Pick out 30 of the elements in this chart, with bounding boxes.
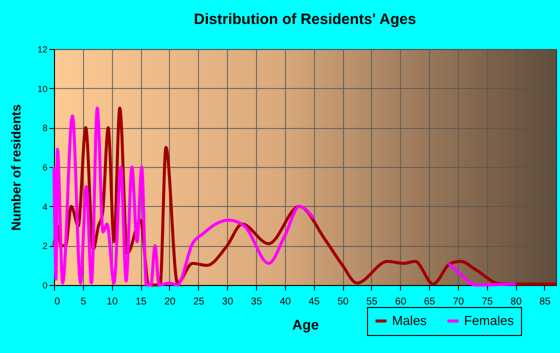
x-tick-label: 20 — [164, 296, 176, 308]
x-tick-label: 80 — [510, 296, 522, 308]
x-tick-label: 75 — [482, 296, 494, 308]
x-tick-label: 45 — [308, 296, 320, 308]
x-tick-label: 40 — [280, 296, 292, 308]
y-axis-title: Number of residents — [8, 104, 24, 231]
x-tick-label: 10 — [106, 296, 118, 308]
y-tick-label: 12 — [37, 44, 48, 54]
x-tick-label: 70 — [452, 296, 464, 308]
x-tick-label: 35 — [250, 296, 262, 308]
x-tick-label: 15 — [135, 296, 148, 308]
x-tick-label: 60 — [395, 296, 407, 308]
x-tick-label: 5 — [80, 296, 87, 308]
x-tick-label: 25 — [193, 296, 205, 308]
x-axis-title: Age — [292, 316, 319, 332]
x-tick-label: 65 — [424, 296, 436, 308]
y-tick-label: 8 — [42, 123, 48, 134]
x-tick-label: 55 — [366, 296, 378, 308]
y-tick-label: 2 — [42, 241, 48, 252]
y-tick-label: 6 — [42, 162, 48, 172]
x-tick-label: 50 — [337, 296, 350, 308]
x-tick-label: 30 — [222, 296, 234, 308]
x-tick-label: 85 — [539, 296, 551, 308]
legend-label: Males — [392, 313, 428, 328]
y-tick-label: 0 — [42, 280, 48, 290]
x-tick-label: 0 — [54, 296, 60, 308]
y-tick-label: 10 — [37, 84, 48, 94]
legend-label: Females — [464, 313, 514, 328]
chart-title: Distribution of Residents' Ages — [194, 11, 416, 28]
y-tick-label: 4 — [42, 202, 48, 212]
